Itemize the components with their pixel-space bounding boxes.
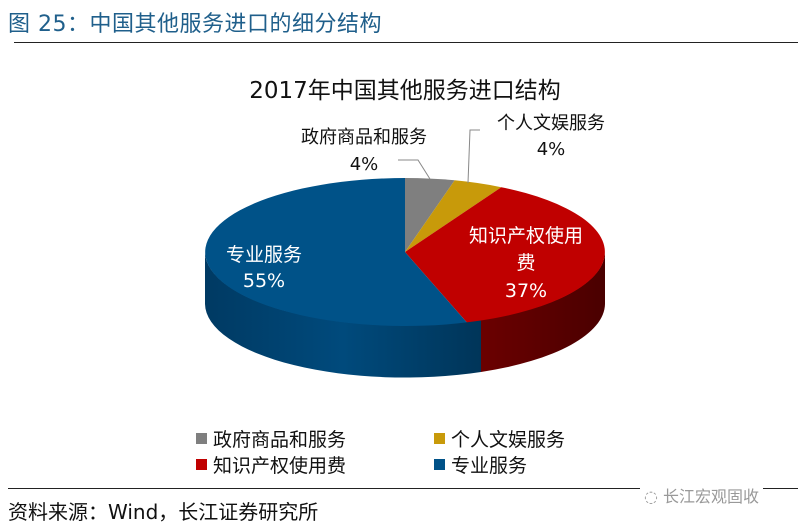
top-divider	[14, 42, 798, 43]
label-ip-pct: 37%	[505, 280, 547, 302]
label-ip-name-2: 费	[516, 252, 535, 274]
pie-side-professional	[205, 252, 481, 378]
bottom-divider	[8, 488, 798, 489]
chart-title: 2017年中国其他服务进口结构	[249, 78, 561, 104]
pie-slice-ip	[405, 187, 605, 323]
label-ent-pct: 4%	[537, 139, 566, 160]
watermark-text: 长江宏观固收	[663, 487, 760, 506]
legend-swatch-ent	[434, 433, 445, 444]
leader-line-gov	[398, 159, 431, 180]
source-note: 资料来源：Wind，长江证券研究所	[8, 500, 319, 524]
figure-title: 图 25：中国其他服务进口的细分结构	[8, 12, 382, 37]
legend-swatch-ip	[196, 459, 207, 470]
label-pro-pct: 55%	[243, 270, 285, 292]
pie-side-ip	[481, 252, 605, 372]
legend-label-ent: 个人文娱服务	[451, 429, 566, 451]
label-gov-name: 政府商品和服务	[301, 127, 427, 148]
legend-label-ip: 知识产权使用费	[213, 455, 347, 477]
label-gov-pct: 4%	[350, 154, 379, 175]
label-ent-name: 个人文娱服务	[497, 113, 605, 134]
pie-slice-ent	[405, 180, 502, 252]
watermark: ◌ 长江宏观固收	[640, 483, 764, 507]
pie-slice-professional	[205, 178, 467, 326]
legend-label-gov: 政府商品和服务	[213, 429, 347, 451]
leader-line-ent	[467, 129, 480, 184]
wechat-icon: ◌	[644, 487, 664, 506]
label-pro-name: 专业服务	[226, 244, 302, 266]
legend-item-ip: 知识产权使用费	[196, 451, 346, 478]
legend-swatch-gov	[196, 433, 207, 444]
legend-item-gov: 政府商品和服务	[196, 425, 346, 452]
legend-swatch-professional	[434, 459, 445, 470]
label-ip-name-1: 知识产权使用	[469, 225, 583, 247]
pie-slice-gov	[405, 177, 455, 252]
legend-item-professional: 专业服务	[434, 451, 527, 478]
legend-label-professional: 专业服务	[451, 455, 528, 477]
legend-item-ent: 个人文娱服务	[434, 425, 565, 452]
